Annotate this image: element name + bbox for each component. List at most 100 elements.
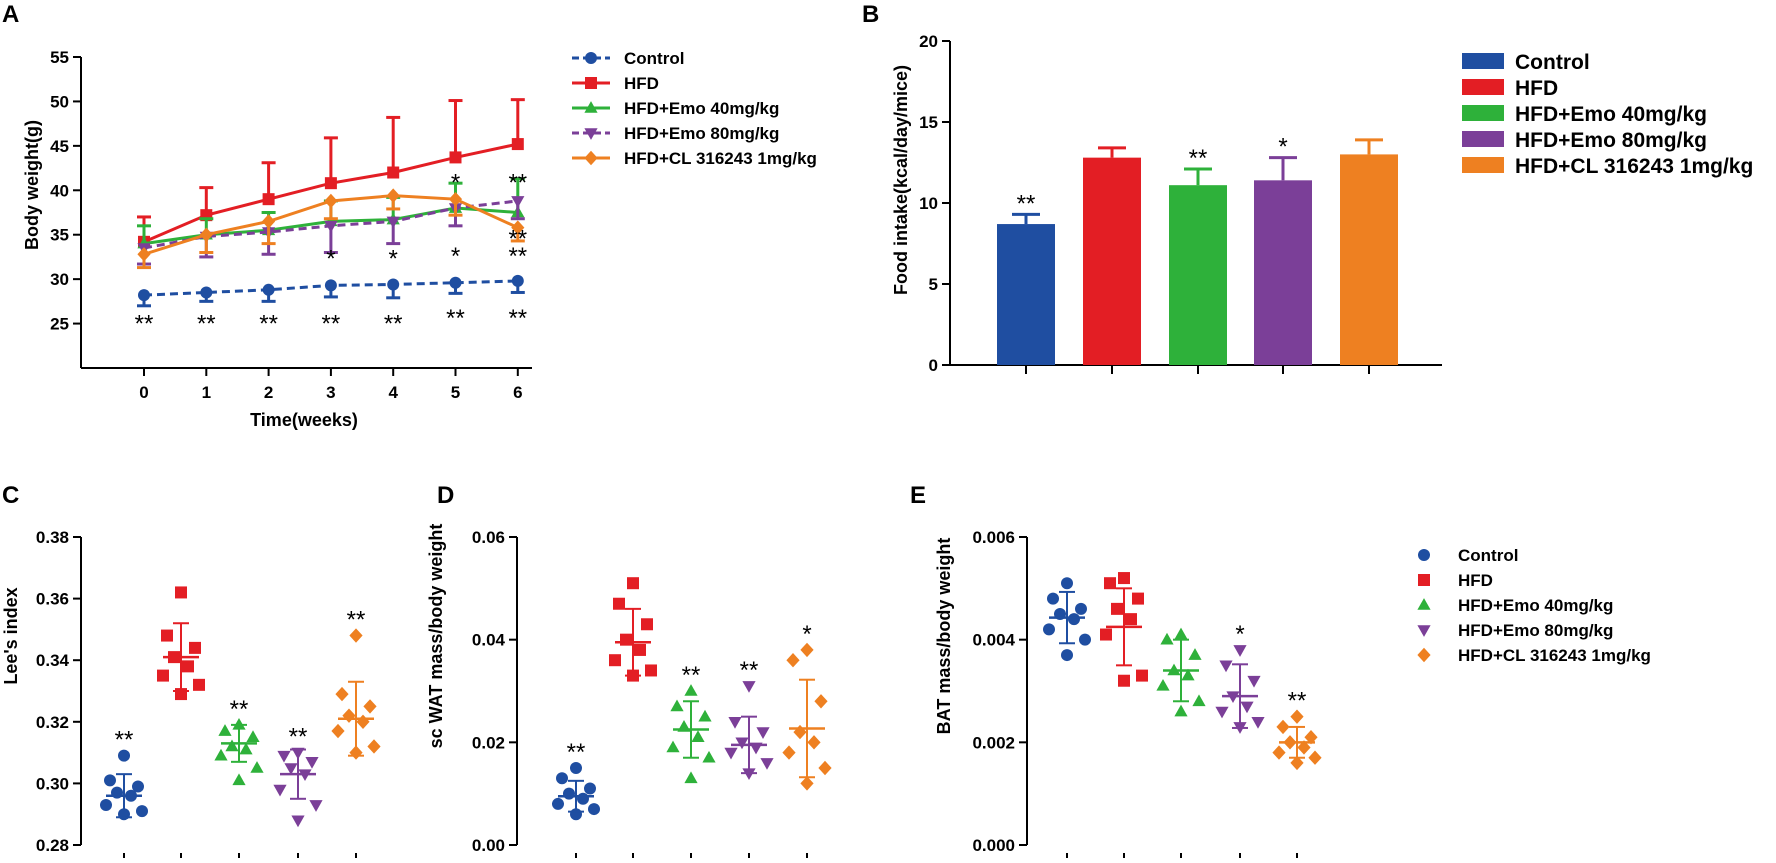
panel-d-point bbox=[756, 727, 770, 739]
panel-a-significance: * bbox=[451, 243, 460, 270]
panel-a-legend-label: HFD+Emo 80mg/kg bbox=[624, 124, 779, 143]
panel-e-significance: * bbox=[1235, 621, 1244, 648]
panel-a-legend-marker bbox=[585, 52, 597, 64]
panel-d-point bbox=[666, 740, 680, 753]
panel-a-x-tick-label: 3 bbox=[326, 383, 335, 402]
panel-a-y-tick-label: 45 bbox=[50, 137, 69, 156]
panel-a-significance: ** bbox=[508, 305, 527, 332]
panel-a-point bbox=[324, 221, 338, 233]
panel-c-significance: ** bbox=[115, 727, 134, 754]
panel-d-point bbox=[800, 776, 814, 791]
panel-c-ylabel: Lee's index bbox=[1, 587, 21, 684]
panel-a-significance: ** bbox=[135, 311, 154, 338]
panel-label-d: D bbox=[437, 482, 454, 509]
panel-e-point bbox=[1272, 745, 1286, 760]
panel-d-y-tick-label: 0.04 bbox=[472, 631, 506, 650]
panel-c-y-tick-label: 0.36 bbox=[36, 590, 69, 609]
panel-d-point bbox=[698, 709, 712, 722]
panel-a-x-tick-label: 1 bbox=[202, 383, 211, 402]
panel-a-x-tick-label: 4 bbox=[388, 383, 398, 402]
panel-e-point bbox=[1215, 706, 1229, 719]
panel-a-point bbox=[324, 193, 338, 209]
panel-b-bar bbox=[1083, 157, 1141, 365]
panel-c-point bbox=[342, 708, 356, 723]
panel-d-point bbox=[584, 782, 596, 795]
panel-d-point bbox=[552, 797, 564, 810]
panel-d-y-tick-label: 0.02 bbox=[472, 733, 505, 752]
panel-label-a: A bbox=[2, 1, 19, 28]
panel-b-significance: ** bbox=[1017, 190, 1036, 217]
panel-c-point bbox=[331, 723, 345, 739]
panel-e-y-tick-label: 0.000 bbox=[972, 836, 1015, 855]
panel-e-point bbox=[1047, 592, 1059, 605]
legend-label: HFD+Emo 40mg/kg bbox=[1458, 596, 1613, 615]
panel-a-significance: ** bbox=[508, 243, 527, 270]
panel-label-b: B bbox=[862, 1, 879, 28]
panel-a-point bbox=[511, 274, 524, 287]
panel-d-point bbox=[691, 730, 705, 742]
panel-b-bar bbox=[997, 224, 1055, 365]
panel-a-significance: ** bbox=[508, 169, 527, 196]
panel-e-point bbox=[1304, 730, 1318, 745]
legend-marker bbox=[1417, 625, 1431, 637]
panel-a-point bbox=[448, 191, 463, 207]
panel-b-legend-swatch bbox=[1462, 131, 1504, 147]
panel-b-legend-label: HFD+Emo 80mg/kg bbox=[1515, 129, 1707, 152]
panel-e-point bbox=[1156, 678, 1170, 691]
panel-c-point bbox=[232, 717, 246, 730]
panel-a-x-tick-label: 2 bbox=[264, 383, 273, 402]
panel-a-point bbox=[138, 289, 150, 302]
panel-a-significance: * bbox=[389, 246, 398, 273]
panel-e-point bbox=[1240, 701, 1254, 714]
panel-e-point bbox=[1247, 675, 1261, 688]
panel-a-point bbox=[324, 279, 337, 292]
panel-d-point bbox=[735, 737, 749, 750]
panel-a-ylabel: Body weight(g) bbox=[22, 120, 42, 250]
panel-c-point bbox=[356, 714, 370, 729]
panel-e-point bbox=[1192, 694, 1206, 707]
panel-a-y-tick-label: 55 bbox=[50, 48, 69, 67]
panel-d-point bbox=[556, 772, 568, 785]
panel-c-point bbox=[239, 742, 253, 755]
panel-a-point bbox=[449, 276, 462, 289]
panel-a-legend-marker bbox=[584, 101, 598, 113]
panel-d-point bbox=[818, 760, 832, 776]
panel-d-point bbox=[724, 747, 738, 760]
panel-c-point bbox=[136, 805, 148, 818]
panel-a-significance: * bbox=[326, 246, 335, 273]
panel-c-point bbox=[232, 773, 246, 786]
panel-a-legend-marker bbox=[585, 77, 597, 89]
legend-marker bbox=[1417, 598, 1431, 610]
panel-a-point bbox=[199, 227, 213, 242]
panel-d-significance: ** bbox=[740, 657, 759, 684]
panel-d-point bbox=[807, 735, 821, 750]
panel-d-point bbox=[613, 597, 625, 610]
panel-e-point bbox=[1297, 740, 1311, 755]
panel-c-point bbox=[132, 780, 144, 793]
panel-d-point bbox=[742, 681, 756, 693]
panel-d-significance: ** bbox=[682, 662, 701, 689]
panel-b-bar bbox=[1340, 154, 1398, 365]
panel-e-point bbox=[1043, 623, 1055, 636]
panel-c-point bbox=[100, 798, 112, 811]
panel-e-point bbox=[1290, 755, 1304, 771]
panel-a-point bbox=[386, 216, 400, 229]
panel-d-point bbox=[760, 758, 774, 770]
panel-b-legend-swatch bbox=[1462, 105, 1504, 121]
panel-a-point bbox=[200, 286, 213, 299]
panel-d-point bbox=[609, 654, 621, 667]
panel-d-point bbox=[786, 653, 800, 668]
panel-e-point bbox=[1251, 717, 1265, 729]
panel-e-significance: ** bbox=[1288, 688, 1307, 715]
panel-d-point bbox=[588, 803, 600, 816]
panel-c-point bbox=[367, 739, 381, 754]
panel-e-point bbox=[1118, 572, 1130, 585]
panel-d-point bbox=[814, 694, 828, 709]
panel-c-point bbox=[363, 699, 377, 714]
panel-b-legend-label: Control bbox=[1515, 51, 1590, 74]
panel-e-point bbox=[1118, 674, 1130, 687]
panel-d-point bbox=[570, 762, 582, 774]
panel-c-point bbox=[182, 660, 194, 673]
legend-label: HFD bbox=[1458, 571, 1493, 590]
